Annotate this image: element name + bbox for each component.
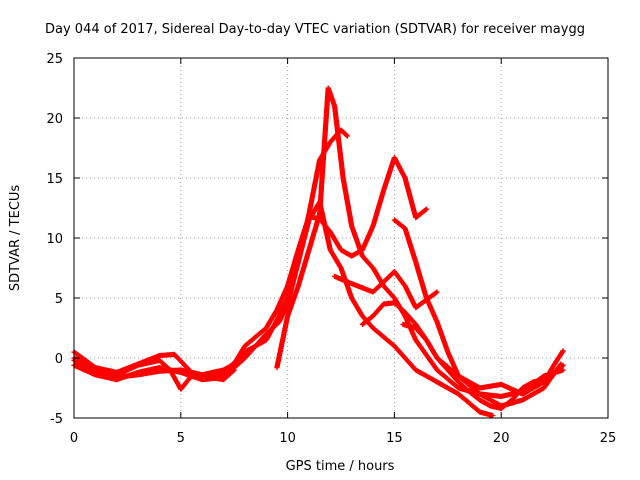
x-tick-label: 15 [386, 431, 403, 446]
y-tick-label: 15 [46, 172, 63, 187]
grid [74, 58, 608, 418]
x-tick-label: 10 [279, 431, 296, 446]
y-tick-label: 10 [46, 232, 63, 247]
series-track-5 [274, 85, 566, 399]
series-markers [274, 85, 566, 399]
y-tick-label: 0 [55, 352, 63, 367]
x-tick-label: 20 [493, 431, 510, 446]
x-tick-label: 25 [600, 431, 617, 446]
x-tick-label: 0 [70, 431, 78, 446]
y-axis-label: SDTVAR / TECUs [8, 185, 23, 292]
chart-title: Day 044 of 2017, Sidereal Day-to-day VTE… [45, 22, 585, 37]
axis-ticks: 0 5 10 15 20 25 -5 0 5 10 15 20 25 [46, 52, 616, 446]
series-markers [400, 321, 566, 411]
y-tick-label: 25 [46, 52, 63, 67]
y-tick-label: -5 [50, 412, 63, 427]
y-tick-label: 5 [55, 292, 63, 307]
data-points [71, 85, 566, 419]
x-tick-label: 5 [177, 431, 185, 446]
y-tick-label: 20 [46, 112, 63, 127]
series-track-9 [400, 321, 566, 411]
x-axis-label: GPS time / hours [286, 459, 395, 474]
